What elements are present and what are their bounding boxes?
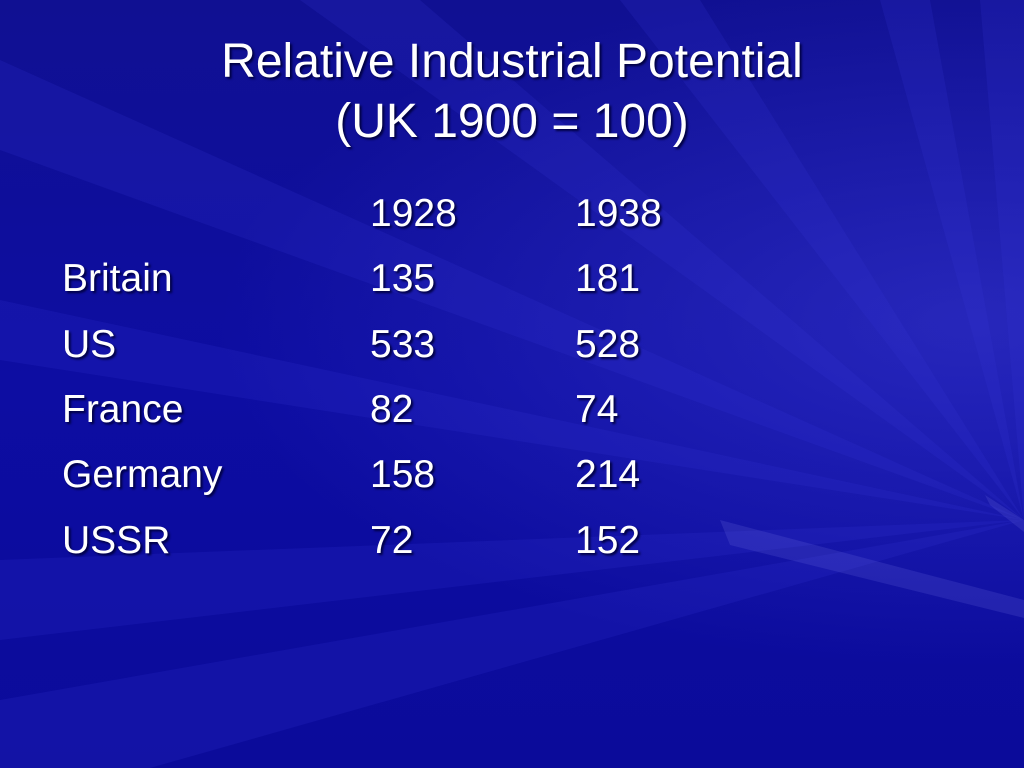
cell-france-1938: 74 — [575, 388, 619, 431]
title-line-2: (UK 1900 = 100) — [335, 95, 689, 148]
row-label-us: US — [62, 323, 117, 366]
cell-ussr-1938: 152 — [575, 519, 641, 562]
cell-germany-1928: 158 — [370, 453, 436, 496]
cell-france-1928: 82 — [370, 388, 414, 431]
column-header-1928: 1928 — [370, 192, 457, 235]
row-label-ussr: USSR — [62, 519, 171, 562]
cell-us-1928: 533 — [370, 323, 436, 366]
title-line-1: Relative Industrial Potential — [221, 35, 803, 88]
slide-title: Relative Industrial Potential (UK 1900 =… — [0, 32, 1024, 152]
cell-us-1938: 528 — [575, 323, 641, 366]
cell-britain-1928: 135 — [370, 257, 436, 300]
row-label-germany: Germany — [62, 453, 223, 496]
row-label-britain: Britain — [62, 257, 173, 300]
cell-britain-1938: 181 — [575, 257, 641, 300]
column-header-1938: 1938 — [575, 192, 662, 235]
cell-germany-1938: 214 — [575, 453, 641, 496]
cell-ussr-1928: 72 — [370, 519, 414, 562]
row-label-france: France — [62, 388, 184, 431]
